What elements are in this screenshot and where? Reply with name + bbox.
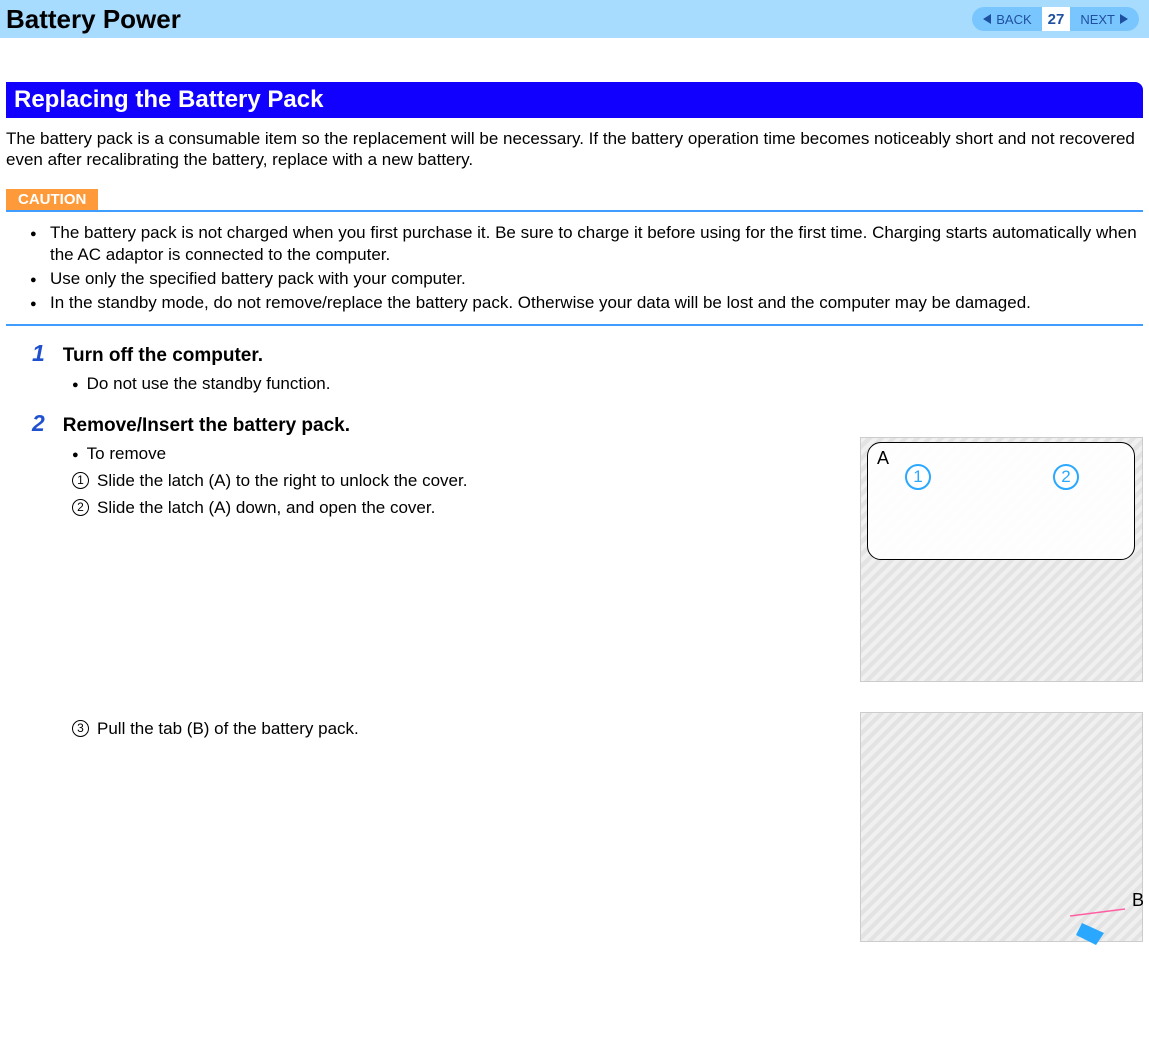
diagram-b-leader <box>1070 891 1130 921</box>
diagram-a: A 1 2 <box>860 437 1143 682</box>
substep-text: Slide the latch (A) to the right to unlo… <box>97 470 467 493</box>
diagram-a-label: A <box>877 448 889 469</box>
step-body: ● Do not use the standby function. <box>72 373 1143 396</box>
next-arrow-icon <box>1117 13 1129 25</box>
content-area: Replacing the Battery Pack The battery p… <box>0 38 1149 976</box>
step-title: Remove/Insert the battery pack. <box>63 415 350 437</box>
step-number: 2 <box>32 410 45 437</box>
circled-3-icon: 3 <box>72 720 89 737</box>
step-bullet: ● To remove <box>72 443 860 466</box>
step-body: 3 Pull the tab (B) of the battery pack. <box>72 718 860 741</box>
back-arrow-icon <box>982 13 994 25</box>
page-nav: BACK 27 NEXT <box>972 7 1139 31</box>
step-number: 1 <box>32 340 45 367</box>
caution-top-rule <box>6 210 1143 212</box>
diagram-b: B <box>860 712 1143 942</box>
step-2: 2 Remove/Insert the battery pack. ● To r… <box>32 410 1143 942</box>
step-1: 1 Turn off the computer. ● Do not use th… <box>32 340 1143 396</box>
bullet-text: To remove <box>87 443 166 466</box>
back-button[interactable]: BACK <box>972 7 1041 31</box>
diagram-circ-2: 2 <box>1053 464 1079 490</box>
diagram-b-arrow-icon <box>1076 919 1116 945</box>
caution-item: Use only the specified battery pack with… <box>30 268 1143 290</box>
diagram-b-label: B <box>1132 890 1144 911</box>
substep-1: 1 Slide the latch (A) to the right to un… <box>72 470 860 493</box>
caution-item: The battery pack is not charged when you… <box>30 222 1143 266</box>
caution-block: CAUTION The battery pack is not charged … <box>6 171 1143 326</box>
step-body: ● To remove 1 Slide the latch (A) to the… <box>72 443 860 520</box>
circled-1-icon: 1 <box>72 472 89 489</box>
step-head: 2 Remove/Insert the battery pack. <box>32 410 1143 437</box>
step-head: 1 Turn off the computer. <box>32 340 1143 367</box>
section-heading: Replacing the Battery Pack <box>6 82 1143 118</box>
caution-bottom-rule <box>6 324 1143 326</box>
next-label: NEXT <box>1080 12 1115 27</box>
substep-3: 3 Pull the tab (B) of the battery pack. <box>72 718 860 741</box>
step-bullet: ● Do not use the standby function. <box>72 373 1143 396</box>
circled-2-icon: 2 <box>72 499 89 516</box>
caution-label: CAUTION <box>6 189 98 210</box>
steps: 1 Turn off the computer. ● Do not use th… <box>6 340 1143 942</box>
substep-text: Pull the tab (B) of the battery pack. <box>97 718 359 741</box>
next-button[interactable]: NEXT <box>1070 7 1139 31</box>
top-bar: Battery Power BACK 27 NEXT <box>0 0 1149 38</box>
substep-text: Slide the latch (A) down, and open the c… <box>97 497 435 520</box>
bullet-icon: ● <box>72 373 79 396</box>
bullet-icon: ● <box>72 443 79 466</box>
step2-row: ● To remove 1 Slide the latch (A) to the… <box>32 437 1143 682</box>
step-title: Turn off the computer. <box>63 345 263 367</box>
page-title: Battery Power <box>6 4 181 35</box>
substep-2: 2 Slide the latch (A) down, and open the… <box>72 497 860 520</box>
intro-text: The battery pack is a consumable item so… <box>6 128 1143 171</box>
caution-item: In the standby mode, do not remove/repla… <box>30 292 1143 314</box>
caution-list: The battery pack is not charged when you… <box>30 222 1143 314</box>
step2-row-b: 3 Pull the tab (B) of the battery pack. … <box>32 712 1143 942</box>
back-label: BACK <box>996 12 1031 27</box>
diagram-circ-1: 1 <box>905 464 931 490</box>
page-number: 27 <box>1042 7 1071 31</box>
bullet-text: Do not use the standby function. <box>87 373 331 396</box>
